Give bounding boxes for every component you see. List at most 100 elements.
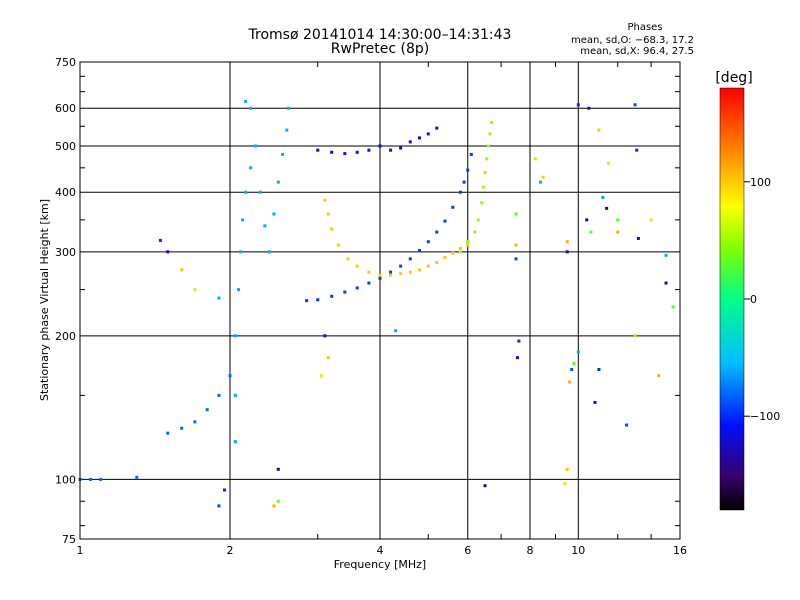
x-tick-label: 6: [464, 544, 471, 557]
data-point: [585, 218, 589, 222]
x-tick-labels: 1 2 4 6 8 10 16: [77, 544, 688, 557]
data-point: [417, 136, 421, 140]
data-point: [239, 250, 243, 254]
data-point: [217, 393, 221, 397]
data-point: [249, 166, 253, 170]
data-point: [533, 157, 537, 161]
data-point: [399, 146, 403, 150]
data-point: [567, 380, 571, 384]
data-point: [636, 236, 640, 240]
data-point: [593, 400, 597, 404]
data-points: [78, 99, 675, 508]
y-tick-label: 600: [55, 102, 76, 115]
data-point: [435, 126, 439, 130]
data-point: [323, 198, 327, 202]
data-point: [343, 290, 347, 294]
y-axis-label: Stationary phase Virtual Height [km]: [38, 199, 51, 401]
series-group: [458, 121, 494, 254]
plot-area: 1 2 4 6 8 10 16 750 600 500 400 300 200 100 75: [55, 56, 687, 557]
data-point: [515, 356, 519, 360]
data-point: [241, 218, 245, 222]
series-group: [233, 99, 290, 444]
data-point: [466, 243, 470, 247]
data-point: [228, 374, 232, 378]
data-point: [426, 240, 430, 244]
data-point: [451, 205, 455, 209]
series-group: [78, 374, 232, 481]
x-axis-label: Frequency [MHz]: [334, 558, 426, 571]
data-point: [399, 264, 403, 268]
series-group: [158, 103, 675, 508]
data-point: [426, 264, 430, 268]
data-point: [417, 268, 421, 272]
data-point: [597, 128, 601, 132]
data-point: [223, 488, 227, 492]
data-point: [367, 270, 371, 274]
data-point: [355, 286, 359, 290]
data-point: [236, 288, 240, 292]
y-tick-label: 750: [55, 56, 76, 69]
stats-o-mode: mean, sd,O: −68.3, 17.2: [571, 35, 694, 46]
data-point: [343, 152, 347, 156]
data-point: [483, 484, 487, 488]
gridlines: [80, 62, 680, 539]
data-point: [576, 350, 580, 354]
colorbar-gradient: [719, 87, 745, 511]
data-point: [316, 298, 320, 302]
data-point: [426, 132, 430, 136]
data-point: [276, 467, 280, 471]
data-point: [355, 150, 359, 154]
data-point: [367, 148, 371, 152]
data-point: [272, 212, 276, 216]
x-tick-label: 8: [527, 544, 534, 557]
data-point: [336, 243, 340, 247]
y-tick-labels: 750 600 500 400 300 200 100 75: [55, 56, 76, 546]
data-point: [480, 201, 484, 205]
data-point: [89, 477, 93, 481]
data-point: [253, 144, 257, 148]
data-point: [601, 195, 605, 199]
data-point: [263, 224, 267, 228]
data-point: [305, 299, 309, 303]
data-point: [488, 132, 492, 136]
data-point: [367, 281, 371, 285]
data-point: [597, 367, 601, 371]
data-point: [664, 281, 668, 285]
colorbar: [deg] 100 0 −100: [715, 70, 780, 511]
data-point: [399, 272, 403, 276]
data-point: [458, 250, 462, 254]
data-point: [326, 212, 330, 216]
data-point: [233, 334, 237, 338]
y-tick-label: 300: [55, 246, 76, 259]
data-point: [330, 150, 334, 154]
plot-frame: [79, 61, 681, 540]
data-point: [417, 248, 421, 252]
data-point: [485, 157, 489, 161]
data-point: [607, 161, 611, 165]
chart-subtitle: RwPretec (8p): [331, 41, 429, 57]
data-point: [378, 144, 382, 148]
data-point: [576, 103, 580, 107]
data-point: [486, 144, 490, 148]
data-point: [443, 219, 447, 223]
data-point: [649, 218, 653, 222]
data-point: [217, 504, 221, 508]
data-point: [233, 440, 237, 444]
data-point: [565, 250, 569, 254]
data-point: [180, 426, 184, 430]
data-point: [346, 257, 350, 261]
data-point: [469, 152, 473, 156]
x-tick-label: 16: [673, 544, 687, 557]
data-point: [258, 190, 262, 194]
y-tick-label: 75: [62, 533, 76, 546]
data-point: [285, 128, 289, 132]
data-point: [657, 374, 661, 378]
data-point: [99, 477, 103, 481]
data-point: [319, 374, 323, 378]
data-point: [483, 170, 487, 174]
data-point: [286, 106, 290, 110]
data-point: [616, 230, 620, 234]
data-point: [249, 106, 253, 110]
x-tick-label: 10: [571, 544, 585, 557]
data-point: [664, 253, 668, 257]
